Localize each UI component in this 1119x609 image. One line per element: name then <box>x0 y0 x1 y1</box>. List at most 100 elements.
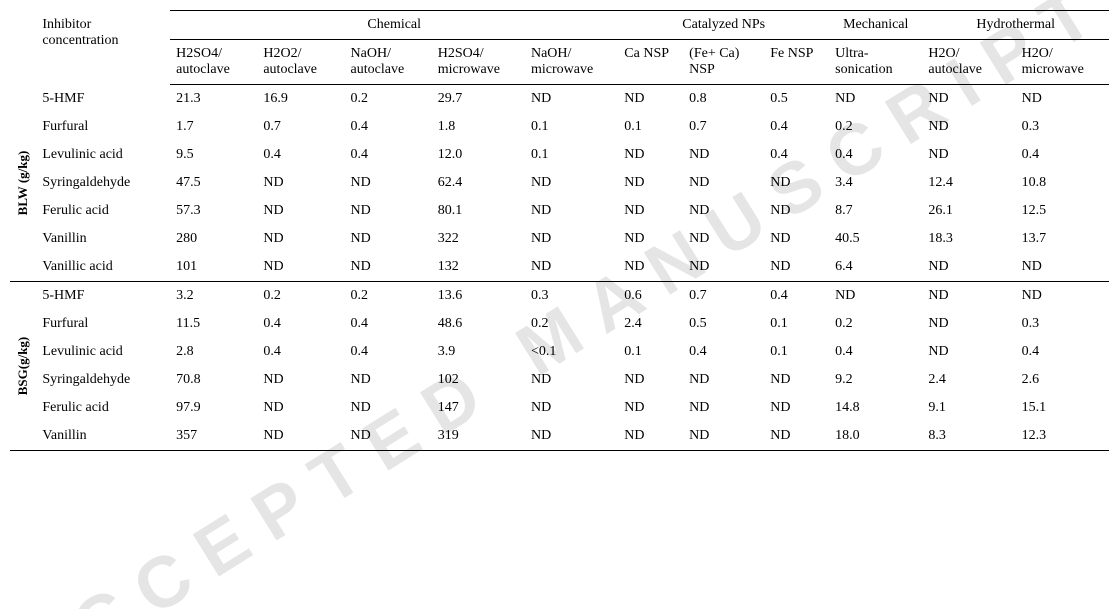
cell: ND <box>257 253 344 282</box>
cell: ND <box>345 253 432 282</box>
cell: ND <box>525 225 618 253</box>
cell: 57.3 <box>170 197 257 225</box>
group-chemical: Chemical <box>170 11 618 40</box>
cell: ND <box>345 197 432 225</box>
cell: 12.5 <box>1016 197 1109 225</box>
cell: ND <box>345 225 432 253</box>
row-name: Syringaldehyde <box>36 366 170 394</box>
cell: 0.1 <box>764 310 829 338</box>
cell: 12.3 <box>1016 422 1109 451</box>
cell: 0.4 <box>257 310 344 338</box>
cell: 322 <box>432 225 525 253</box>
cell: 0.2 <box>525 310 618 338</box>
cell: 12.0 <box>432 141 525 169</box>
cell: 147 <box>432 394 525 422</box>
cell: ND <box>683 394 764 422</box>
cell: 0.2 <box>829 113 922 141</box>
cell: ND <box>525 394 618 422</box>
cell: 47.5 <box>170 169 257 197</box>
cell: 80.1 <box>432 197 525 225</box>
cell: 0.4 <box>764 113 829 141</box>
subcol-h2so4-microwave: H2SO4/ microwave <box>432 40 525 85</box>
subcol-h2so4-autoclave: H2SO4/ autoclave <box>170 40 257 85</box>
cell: 132 <box>432 253 525 282</box>
cell: ND <box>764 366 829 394</box>
cell: 70.8 <box>170 366 257 394</box>
section-label-blw-text: BLW (g/kg) <box>15 150 31 215</box>
cell: ND <box>683 225 764 253</box>
cell: ND <box>683 141 764 169</box>
row-name: 5-HMF <box>36 85 170 114</box>
cell: ND <box>829 85 922 114</box>
cell: ND <box>764 253 829 282</box>
cell: 0.3 <box>1016 310 1109 338</box>
cell: 0.4 <box>345 338 432 366</box>
table-row: BSG(g/kg) 5-HMF 3.2 0.2 0.2 13.6 0.3 0.6… <box>10 282 1109 311</box>
cell: 1.8 <box>432 113 525 141</box>
subcol-naoh-autoclave: NaOH/ autoclave <box>345 40 432 85</box>
cell: 8.7 <box>829 197 922 225</box>
cell: 9.2 <box>829 366 922 394</box>
cell: ND <box>1016 282 1109 311</box>
table-row: Furfural 1.7 0.7 0.4 1.8 0.1 0.1 0.7 0.4… <box>10 113 1109 141</box>
cell: 0.4 <box>345 141 432 169</box>
cell: 2.8 <box>170 338 257 366</box>
row-name: Ferulic acid <box>36 394 170 422</box>
table-row: Ferulic acid 97.9 ND ND 147 ND ND ND ND … <box>10 394 1109 422</box>
subcol-ca-nsp: Ca NSP <box>618 40 683 85</box>
cell: ND <box>922 113 1015 141</box>
cell: 0.4 <box>829 338 922 366</box>
table-row: Vanillin 357 ND ND 319 ND ND ND ND 18.0 … <box>10 422 1109 451</box>
table-row: Syringaldehyde 70.8 ND ND 102 ND ND ND N… <box>10 366 1109 394</box>
cell: 3.4 <box>829 169 922 197</box>
cell: 2.4 <box>618 310 683 338</box>
cell: ND <box>922 338 1015 366</box>
cell: ND <box>257 394 344 422</box>
cell: <0.1 <box>525 338 618 366</box>
cell: 2.4 <box>922 366 1015 394</box>
cell: 26.1 <box>922 197 1015 225</box>
header-row-groups: Inhibitor concentration Chemical Catalyz… <box>10 11 1109 40</box>
blank-corner-cell <box>10 11 36 85</box>
cell: 3.9 <box>432 338 525 366</box>
group-hydrothermal: Hydrothermal <box>922 11 1109 40</box>
cell: ND <box>683 422 764 451</box>
cell: ND <box>618 394 683 422</box>
cell: ND <box>618 85 683 114</box>
cell: 319 <box>432 422 525 451</box>
cell: 0.3 <box>1016 113 1109 141</box>
cell: ND <box>683 197 764 225</box>
cell: 18.3 <box>922 225 1015 253</box>
cell: 0.1 <box>618 338 683 366</box>
cell: 21.3 <box>170 85 257 114</box>
cell: 10.8 <box>1016 169 1109 197</box>
cell: ND <box>764 169 829 197</box>
group-mechanical: Mechanical <box>829 11 922 40</box>
row-name: Vanillin <box>36 422 170 451</box>
cell: 0.1 <box>618 113 683 141</box>
cell: ND <box>618 253 683 282</box>
section-label-blw: BLW (g/kg) <box>10 85 36 282</box>
cell: ND <box>1016 253 1109 282</box>
cell: ND <box>922 253 1015 282</box>
cell: 0.1 <box>525 141 618 169</box>
cell: 18.0 <box>829 422 922 451</box>
cell: 0.4 <box>345 310 432 338</box>
cell: ND <box>829 282 922 311</box>
cell: ND <box>257 169 344 197</box>
cell: ND <box>764 394 829 422</box>
cell: 9.5 <box>170 141 257 169</box>
subcol-naoh-microwave: NaOH/ microwave <box>525 40 618 85</box>
table-row: Furfural 11.5 0.4 0.4 48.6 0.2 2.4 0.5 0… <box>10 310 1109 338</box>
cell: 0.4 <box>764 282 829 311</box>
cell: 62.4 <box>432 169 525 197</box>
cell: ND <box>345 169 432 197</box>
cell: 48.6 <box>432 310 525 338</box>
cell: 0.2 <box>257 282 344 311</box>
cell: 97.9 <box>170 394 257 422</box>
cell: 0.2 <box>345 85 432 114</box>
cell: 0.4 <box>683 338 764 366</box>
cell: ND <box>525 422 618 451</box>
cell: ND <box>345 366 432 394</box>
cell: ND <box>764 422 829 451</box>
